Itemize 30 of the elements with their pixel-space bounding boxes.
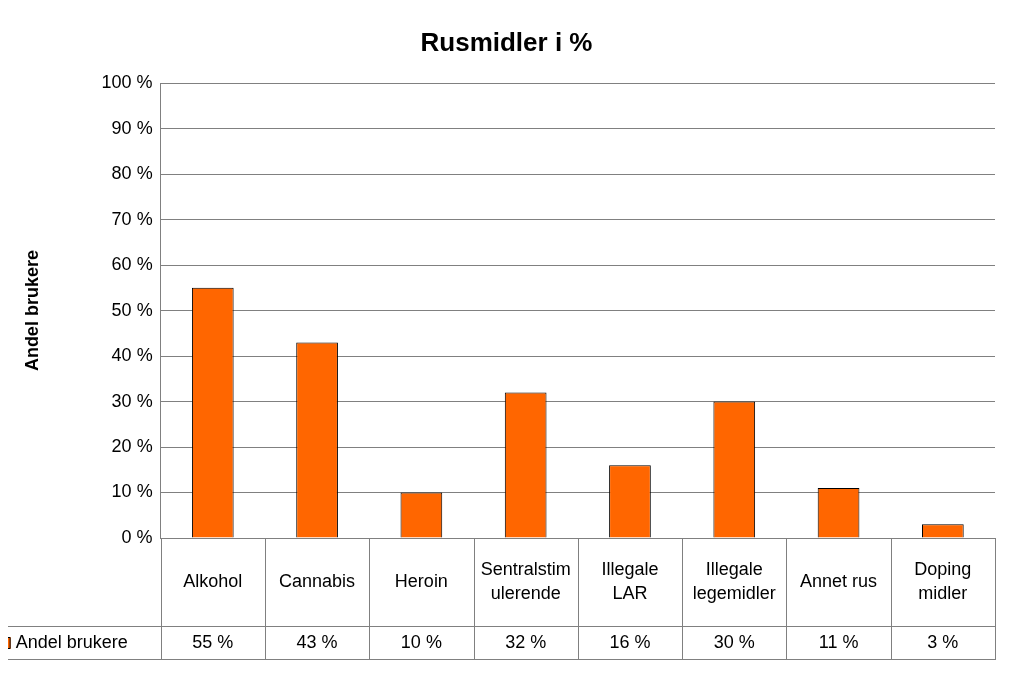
- x-tick-label: Illegale legemidler: [692, 558, 776, 603]
- y-tick-label: 0 %: [121, 526, 153, 547]
- x-tick-label: Illegale LAR: [601, 558, 659, 603]
- chart-title: Rusmidler i %: [420, 26, 593, 57]
- y-tick-label: 20 %: [111, 436, 153, 457]
- y-tick-label: 100 %: [101, 72, 153, 93]
- y-tick-label: 40 %: [111, 345, 153, 366]
- y-tick-label: 70 %: [111, 208, 153, 229]
- x-tick-label: Heroin: [394, 570, 448, 591]
- text: 11 %: [818, 631, 859, 652]
- text: 30 %: [713, 631, 755, 652]
- x-tick-label: Sentralstimulerende: [480, 558, 571, 603]
- text: 43 %: [296, 631, 338, 652]
- x-tick-label: Annet rus: [800, 570, 878, 591]
- legend-label: Andel brukere: [15, 631, 128, 652]
- x-tick-label: Alkohol: [183, 570, 243, 591]
- text: 16 %: [609, 631, 651, 652]
- text: 55 %: [192, 631, 234, 652]
- y-tick-label: 50 %: [111, 299, 153, 320]
- y-tick-label: 10 %: [111, 481, 153, 502]
- x-tick-label: Cannabis: [279, 570, 356, 591]
- text: 32 %: [505, 631, 547, 652]
- y-tick-label: 60 %: [111, 254, 153, 275]
- text: 3 %: [927, 631, 959, 652]
- y-tick-label: 30 %: [111, 390, 153, 411]
- y-axis-title: Andel brukere: [21, 250, 42, 372]
- x-tick-label: Doping midler: [914, 558, 972, 603]
- y-tick-label: 80 %: [111, 163, 153, 184]
- text: 10 %: [400, 631, 442, 652]
- y-tick-label: 90 %: [111, 117, 153, 138]
